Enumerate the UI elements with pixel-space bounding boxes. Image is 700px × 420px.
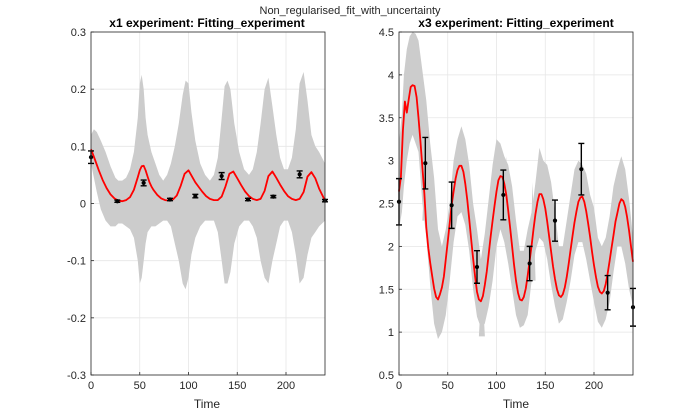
x1-data-point (297, 172, 302, 177)
x1-y-tick-label: -0.1 (67, 256, 86, 268)
x1-data-point (271, 194, 276, 199)
x1-y-tick-label: 0.3 (71, 27, 86, 39)
x3-x-tick-label: 200 (585, 380, 603, 392)
x1-data-point (115, 199, 120, 204)
x1-data-point (167, 197, 173, 202)
figure-title: Non_regularised_fit_with_uncertainty (260, 5, 441, 17)
x1-x-tick-label: 200 (277, 380, 295, 392)
x3-uncertainty-spike (503, 156, 510, 213)
x1-data-point (245, 197, 251, 202)
x1-x-tick-label: 50 (134, 380, 146, 392)
x3-panel-title: x3 experiment: Fitting_experiment (418, 16, 613, 30)
x1-x-tick-label: 0 (88, 380, 94, 392)
x1-panel-title: x1 experiment: Fitting_experiment (109, 16, 304, 30)
x3-y-tick-label: 1 (388, 327, 394, 339)
x3-axes-box (398, 31, 634, 376)
x3-data-point (552, 218, 558, 223)
x1-x-axis-label: Time (194, 397, 221, 411)
x3-x-tick-label: 150 (536, 380, 554, 392)
x1-y-tick-label: 0.2 (71, 84, 86, 96)
x1-x-tick-label: 100 (179, 380, 197, 392)
x3-y-tick-label: 3.5 (379, 113, 394, 125)
x3-data-point (527, 261, 532, 266)
x1-y-tick-label: -0.2 (67, 313, 86, 325)
x1-y-tick-label: -0.3 (67, 370, 86, 382)
x3-data-point (501, 192, 506, 198)
x3-data-point (605, 290, 610, 295)
x3-y-tick-label: 3 (388, 156, 394, 168)
x1-fit-line (90, 148, 326, 203)
x1-y-tick-label: 0 (80, 199, 86, 211)
x3-data-point (579, 167, 584, 172)
x3-fit-line (398, 84, 634, 303)
x1-axes-box (90, 31, 326, 376)
x1-panel: x1 experiment: Fitting_experiment Time 0… (67, 16, 328, 411)
x1-data-point (219, 173, 224, 179)
x3-y-tick-label: 2 (388, 241, 394, 253)
x3-x-axis-label: Time (503, 397, 530, 411)
x1-y-tick-label: 0.1 (71, 141, 86, 153)
x3-y-tick-label: 4 (388, 70, 394, 82)
x1-data-point (141, 180, 146, 186)
x3-x-tick-label: 50 (442, 380, 454, 392)
x3-uncertainty-spike (422, 160, 429, 221)
x1-x-tick-label: 150 (228, 380, 246, 392)
x3-data-point (474, 264, 480, 270)
x3-data-point (423, 161, 428, 166)
x3-uncertainty-spike (478, 280, 485, 337)
x3-y-tick-label: 1.5 (379, 284, 394, 296)
x1-data-point (193, 193, 198, 199)
x3-x-tick-label: 100 (487, 380, 505, 392)
x1-uncertainty-band (91, 72, 325, 290)
x3-data-point (449, 203, 454, 208)
x3-panel: x3 experiment: Fitting_experiment Time 0… (379, 16, 636, 411)
x3-y-tick-label: 2.5 (379, 199, 394, 211)
x3-y-tick-label: 0.5 (379, 370, 394, 382)
x3-x-tick-label: 0 (396, 380, 402, 392)
x3-y-tick-label: 4.5 (379, 27, 394, 39)
